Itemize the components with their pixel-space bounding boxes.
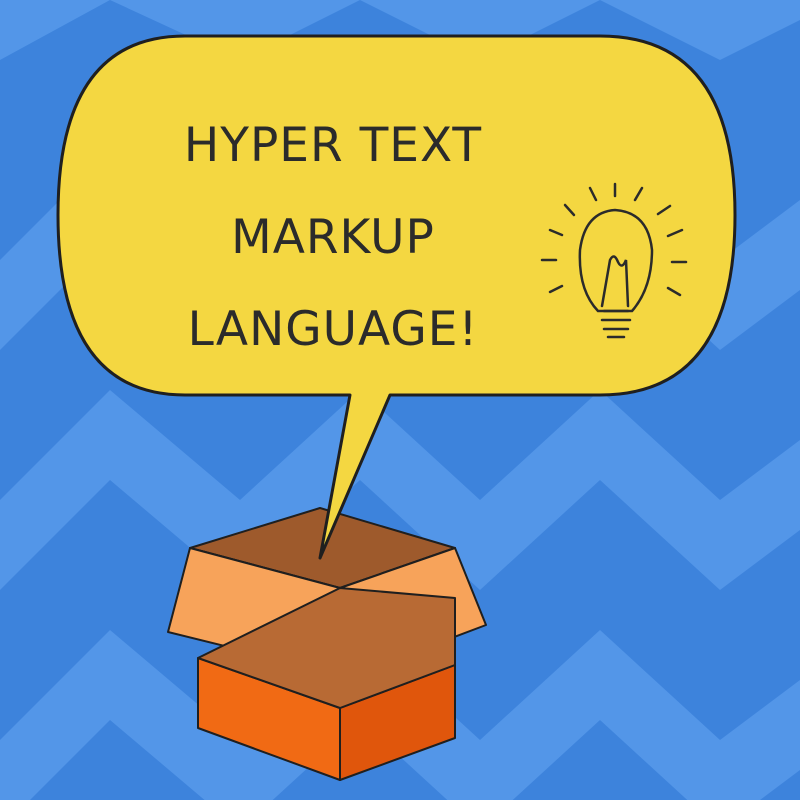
lightbulb-icon: [540, 182, 688, 339]
speech-bubble: [56, 34, 737, 560]
headline: HYPER TEXT MARKUP LANGUAGE!: [118, 100, 548, 376]
headline-line-2: MARKUP: [231, 210, 435, 265]
headline-line-3: LANGUAGE!: [187, 302, 479, 357]
headline-line-1: HYPER TEXT: [183, 118, 483, 173]
open-box: [167, 507, 487, 781]
box-top-rim: [197, 587, 456, 709]
